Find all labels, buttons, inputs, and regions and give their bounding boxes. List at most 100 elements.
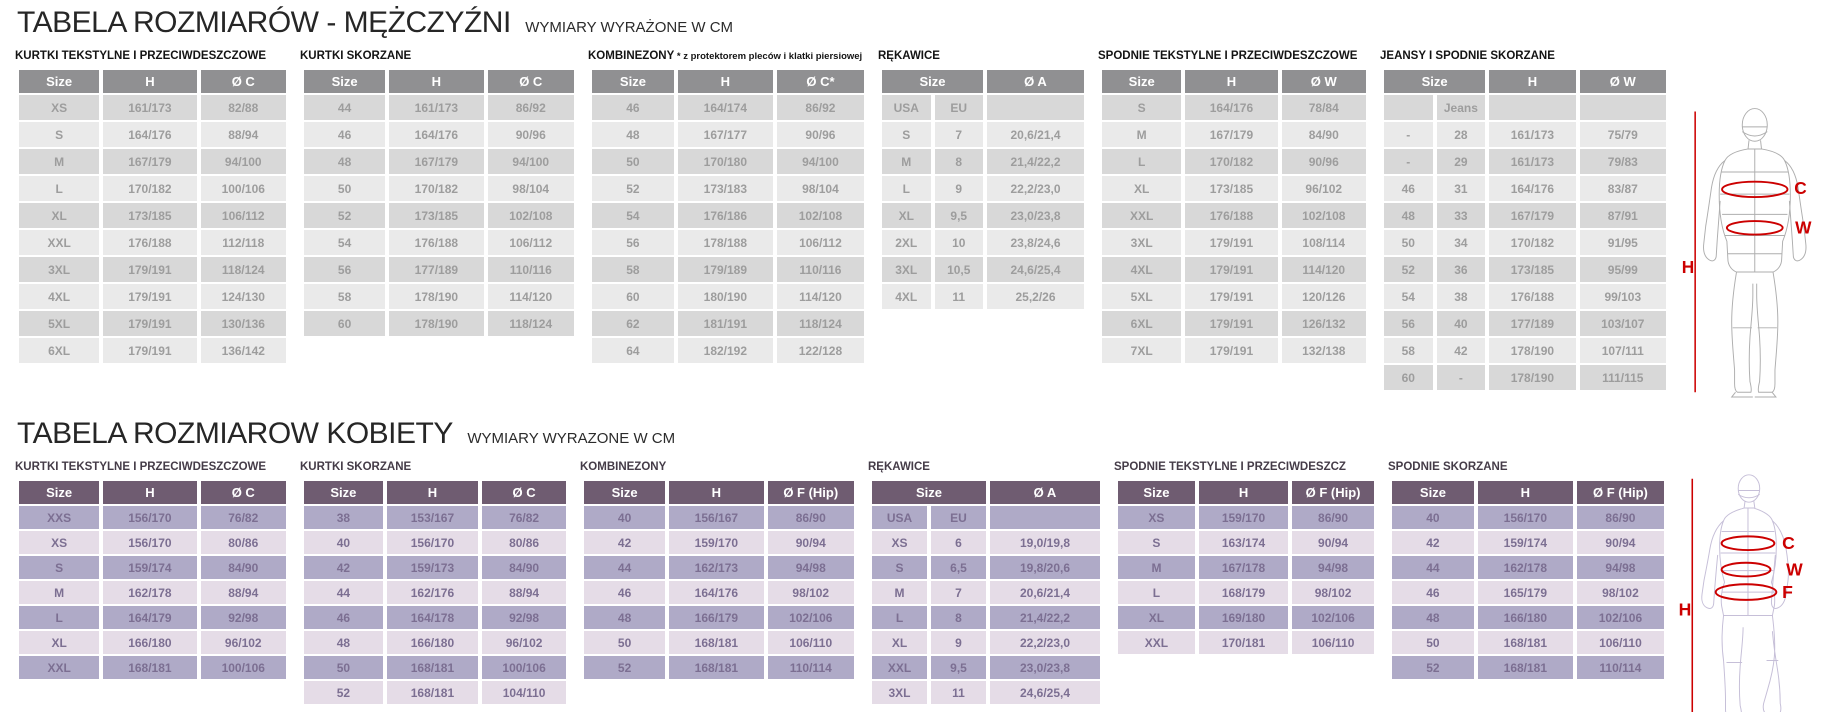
table-row: 5XL 179/191 130/136: [19, 311, 286, 336]
table-cell: 100/106: [200, 176, 286, 201]
women-body-diagram: H C W F: [1679, 474, 1803, 712]
table-cell: 104/110: [482, 681, 566, 704]
table-cell: 176/188: [389, 230, 484, 255]
table-cell: 169/180: [1198, 606, 1289, 629]
column-header: H: [1477, 481, 1573, 504]
table-cell: S: [19, 556, 100, 579]
table-cell: L: [1118, 581, 1195, 604]
table-cell: XS: [1118, 506, 1195, 529]
table-cell: 94/100: [776, 149, 864, 174]
table-row: 50 170/180 94/100: [592, 149, 864, 174]
table-cell: XL: [882, 203, 931, 228]
table-cell: 3XL: [872, 681, 927, 704]
table-row: 64 182/192 122/128: [592, 338, 864, 363]
table-cell: 106/110: [1576, 631, 1664, 654]
table-cell: 21,4/22,2: [990, 606, 1100, 629]
table-row: XXL 176/188 102/108: [1102, 203, 1366, 228]
column-header: Ø F (Hip): [1576, 481, 1664, 504]
table-row: 48 166/180 96/102: [304, 631, 566, 654]
table-cell: 84/90: [200, 556, 286, 579]
table-cell: 88/94: [200, 581, 286, 604]
header-row: Size H Ø C: [19, 481, 286, 504]
table-cell: 22,2/23,0: [990, 631, 1100, 654]
table-row: 58 178/190 114/120: [304, 284, 574, 309]
table-cell: 11: [931, 681, 986, 704]
table-cell: 114/120: [1281, 257, 1366, 282]
table-cell: 6XL: [1102, 311, 1182, 336]
size-table: Size H Ø C XS 161/173 82/88 S 164/176 88/94 M 167/…: [15, 68, 290, 365]
table-cell: 176/188: [1489, 284, 1576, 309]
table-row: M 8 21,4/22,2: [882, 149, 1084, 174]
table-cell: 120/126: [1281, 284, 1366, 309]
column-header: Size: [1102, 70, 1182, 93]
table-cell: 159/170: [1198, 506, 1289, 529]
table-cell: 58: [592, 257, 674, 282]
size-table: Size H Ø C XXS 156/170 76/82 XS 156/170 80/86 S 15…: [15, 479, 290, 681]
table-cell: 7: [931, 581, 986, 604]
table-cell: 76/82: [200, 506, 286, 529]
table-cell: 75/79: [1579, 122, 1666, 147]
table-cell: 8: [931, 606, 986, 629]
table-cell: 62: [592, 311, 674, 336]
table-cell: 31: [1436, 176, 1486, 201]
table-cell: 173/185: [103, 203, 197, 228]
table-cell: 98/102: [767, 581, 854, 604]
table-cell: 40: [584, 506, 666, 529]
table-cell: 90/96: [487, 122, 574, 147]
table-row: 52 173/183 98/104: [592, 176, 864, 201]
table-cell: 54: [1384, 284, 1433, 309]
table-cell: 181/191: [677, 311, 773, 336]
table-row: USA EU: [882, 95, 1084, 120]
table-cell: 48: [592, 122, 674, 147]
table-row: M 162/178 88/94: [19, 581, 286, 604]
table-cell: 23,0/23,8: [990, 656, 1100, 679]
table-cell: 56: [1384, 311, 1433, 336]
table-cell: 86/92: [487, 95, 574, 120]
table-cell: 48: [584, 606, 666, 629]
table-cell: XS: [19, 531, 100, 554]
table-row: 42 159/170 90/94: [584, 531, 854, 554]
table-cell: USA: [872, 506, 927, 529]
table-cell: 3XL: [19, 257, 100, 282]
table-cell: 122/128: [776, 338, 864, 363]
table-row: 44 161/173 86/92: [304, 95, 574, 120]
table-row: 42 159/174 90/94: [1392, 531, 1664, 554]
table-cell: EU: [934, 95, 983, 120]
column-header: H: [669, 481, 764, 504]
table-caption: KOMBINEZONY * z protektorem pleców i kla…: [588, 50, 863, 62]
table-cell: 50: [304, 176, 386, 201]
table-cell: 46: [304, 606, 383, 629]
column-header: Size: [19, 481, 100, 504]
table-row: S 163/174 90/94: [1118, 531, 1374, 554]
men-table-rekawice: RĘKAWICE Size Ø A USA EU S 7 20,6/21,4 M 8 21,4/22…: [878, 50, 1088, 311]
table-row: 46 164/176 90/96: [304, 122, 574, 147]
table-cell: 102/108: [776, 203, 864, 228]
table-cell: 126/132: [1281, 311, 1366, 336]
header-row: Size H Ø W: [1384, 70, 1666, 93]
men-tables-row: KURTKI TEKSTYLNE I PRZECIWDESZCZOWE Size H…: [15, 50, 1822, 403]
table-cell: 179/191: [1185, 230, 1278, 255]
table-cell: 110/116: [776, 257, 864, 282]
table-cell: S: [872, 556, 927, 579]
table-cell: 102/108: [1281, 203, 1366, 228]
table-cell: 166/180: [1477, 606, 1573, 629]
table-cell: 114/120: [776, 284, 864, 309]
table-row: M 167/179 94/100: [19, 149, 286, 174]
table-cell: 103/107: [1579, 311, 1666, 336]
table-cell: 40: [1392, 506, 1474, 529]
table-cell: 84/90: [1281, 122, 1366, 147]
table-cell: 173/185: [1185, 176, 1278, 201]
table-row: 58 179/189 110/116: [592, 257, 864, 282]
header-row: Size H Ø F (Hip): [1392, 481, 1664, 504]
table-cell: XXL: [1118, 631, 1195, 654]
table-row: 46 165/179 98/102: [1392, 581, 1664, 604]
table-cell: 10,5: [934, 257, 983, 282]
men-table-spodnie-tekstylne: SPODNIE TEKSTYLNE I PRZECIWDESZCZOWE Size…: [1098, 50, 1370, 365]
table-cell: 106/110: [1292, 631, 1374, 654]
table-cell: 164/179: [103, 606, 197, 629]
column-header: H: [677, 70, 773, 93]
table-row: 46 164/178 92/98: [304, 606, 566, 629]
table-cell: 50: [1384, 230, 1433, 255]
table-cell: 118/124: [487, 311, 574, 336]
